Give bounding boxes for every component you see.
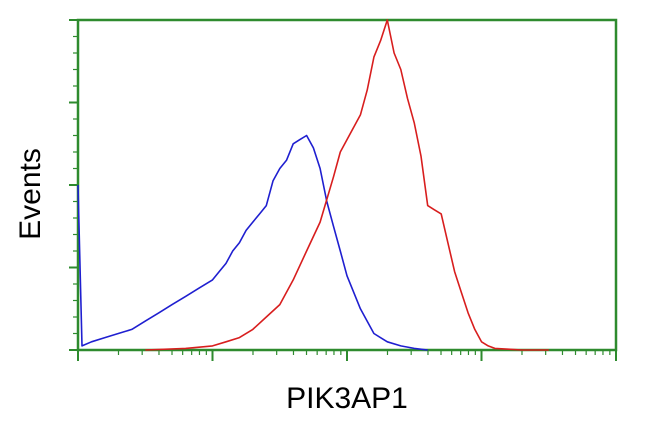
series-line-2 bbox=[145, 19, 549, 351]
plot-frame bbox=[76, 18, 618, 352]
series-layer bbox=[77, 19, 549, 351]
series-line-1 bbox=[77, 134, 428, 351]
x-axis-label: PIK3AP1 bbox=[286, 382, 408, 415]
y-axis-label: Events bbox=[14, 148, 47, 240]
major-ticks bbox=[69, 19, 617, 361]
minor-ticks bbox=[73, 35, 611, 355]
